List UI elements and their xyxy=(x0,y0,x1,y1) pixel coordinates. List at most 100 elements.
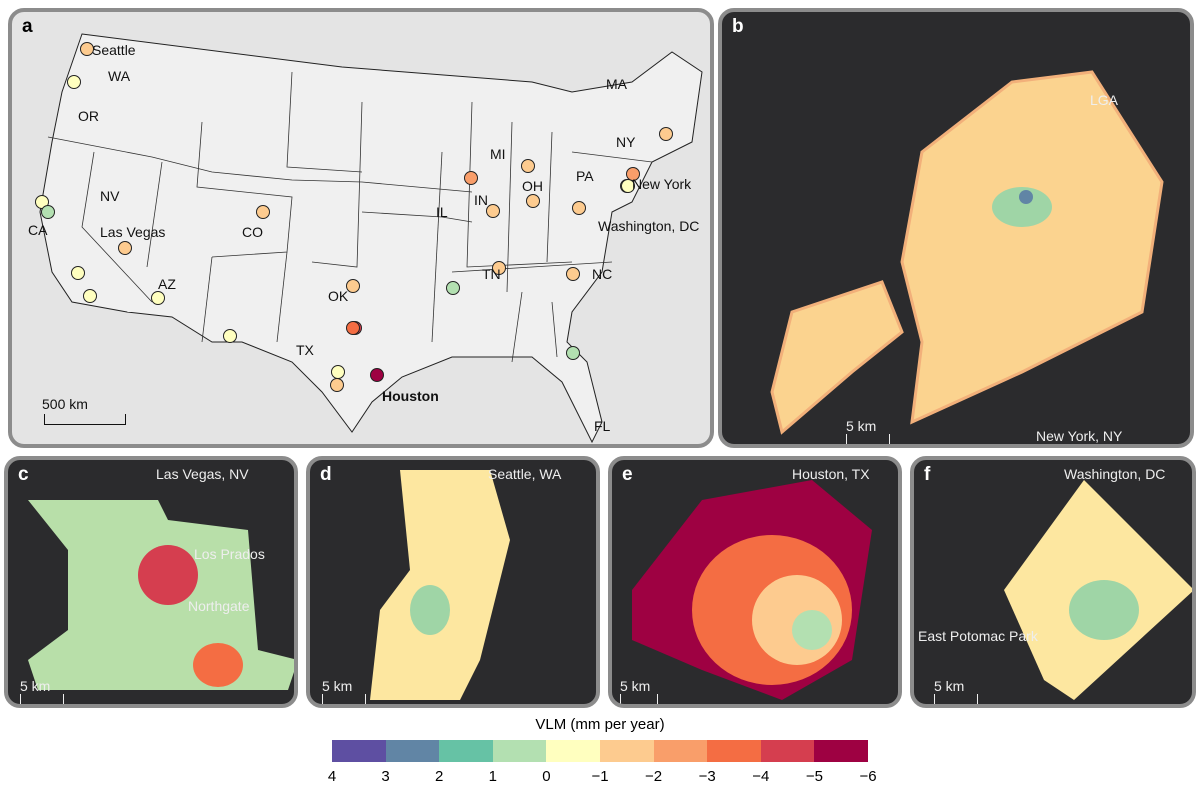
site-marker[interactable] xyxy=(572,201,586,215)
site-marker[interactable] xyxy=(446,281,460,295)
map-label: NY xyxy=(616,134,636,150)
scale-bar-label: 5 km xyxy=(846,418,877,434)
site-marker[interactable] xyxy=(71,266,85,280)
site-marker[interactable] xyxy=(621,179,635,193)
panel-letter: c xyxy=(18,464,29,485)
scale-bar-label: 500 km xyxy=(42,396,88,412)
map-label: Las Vegas xyxy=(100,224,166,240)
map-label: Washington, DC xyxy=(598,218,700,234)
map-label: CA xyxy=(28,222,48,238)
site-marker[interactable] xyxy=(41,205,55,219)
map-label: OH xyxy=(522,178,543,194)
site-marker[interactable] xyxy=(521,159,535,173)
colorbar xyxy=(332,740,868,762)
colorbar-tick: 3 xyxy=(381,768,390,785)
colorbar-bin xyxy=(653,740,708,762)
scale-bar xyxy=(934,694,978,704)
annotation-northgate: Northgate xyxy=(188,598,250,614)
panel-d-seattle: d Seattle, WA 5 km xyxy=(306,456,600,708)
site-marker[interactable] xyxy=(486,204,500,218)
colorbar-tick: 2 xyxy=(435,768,444,785)
state-borders xyxy=(47,71,653,363)
colorbar-tick: 1 xyxy=(488,768,497,785)
map-label: NC xyxy=(592,266,613,282)
site-marker[interactable] xyxy=(151,291,165,305)
colorbar-bin xyxy=(439,740,493,762)
map-label: OR xyxy=(78,108,99,124)
map-label: Houston xyxy=(382,388,439,404)
place-label: Washington, DC xyxy=(1064,466,1166,482)
colorbar-bin xyxy=(707,740,761,762)
colorbar-tick: −5 xyxy=(805,768,823,785)
scale-bar xyxy=(846,434,890,444)
scale-bar xyxy=(44,414,126,425)
colorbar-bin xyxy=(385,740,440,762)
site-marker[interactable] xyxy=(526,194,540,208)
place-label: Las Vegas, NV xyxy=(156,466,249,482)
site-marker[interactable] xyxy=(492,261,506,275)
map-label: New York xyxy=(632,176,692,192)
site-marker[interactable] xyxy=(223,329,237,343)
map-label: TN xyxy=(482,266,501,282)
site-marker[interactable] xyxy=(346,321,360,335)
annotation-east-potomac-park: East Potomac Park xyxy=(918,628,1038,644)
panel-f-washington-dc: f Washington, DC East Potomac Park 5 km xyxy=(910,456,1196,708)
site-marker[interactable] xyxy=(566,346,580,360)
site-marker[interactable] xyxy=(566,267,580,281)
scale-bar xyxy=(620,694,658,704)
site-marker[interactable] xyxy=(370,368,384,382)
panel-letter: f xyxy=(924,464,931,485)
panel-letter: a xyxy=(22,16,33,37)
map-label: NV xyxy=(100,188,120,204)
colorbar-bin xyxy=(492,740,547,762)
map-label: IN xyxy=(474,192,488,208)
panel-letter: e xyxy=(622,464,633,485)
colorbar-title: VLM (mm per year) xyxy=(535,716,665,733)
scale-bar xyxy=(20,694,64,704)
place-label: Seattle, WA xyxy=(488,466,562,482)
place-label: New York, NY xyxy=(1036,428,1123,444)
colorbar-tick: −1 xyxy=(591,768,609,785)
site-marker[interactable] xyxy=(80,42,94,56)
site-marker[interactable] xyxy=(626,167,640,181)
us-map-svg xyxy=(35,33,703,444)
map-label: PA xyxy=(576,168,594,184)
map-label: TX xyxy=(296,342,314,358)
colorbar-bin xyxy=(760,740,815,762)
panel-b-new-york: b LGA New York, NY 5 km xyxy=(718,8,1194,448)
panel-e-houston: e Houston, TX 5 km xyxy=(608,456,902,708)
site-marker[interactable] xyxy=(346,279,360,293)
colorbar-bin xyxy=(546,740,600,762)
scale-bar-label: 5 km xyxy=(620,678,651,694)
map-label: CO xyxy=(242,224,263,240)
place-label: Houston, TX xyxy=(792,466,870,482)
map-label: WA xyxy=(108,68,131,84)
site-marker[interactable] xyxy=(330,378,344,392)
colorbar-tick: 4 xyxy=(327,768,337,785)
site-marker[interactable] xyxy=(256,205,270,219)
colorbar-tick: −4 xyxy=(752,768,770,785)
site-marker[interactable] xyxy=(659,127,673,141)
scale-bar-label: 5 km xyxy=(934,678,965,694)
panel-a-us-map: a Seattle WA OR CA NV Las Vegas CO AZ TX OK IL IN MI… xyxy=(8,8,714,448)
site-marker[interactable] xyxy=(67,75,81,89)
map-label: Seattle xyxy=(92,42,136,58)
colorbar-tick: −6 xyxy=(859,768,877,785)
annotation-los-prados: Los Prados xyxy=(194,546,265,562)
map-label: AZ xyxy=(158,276,176,292)
colorbar-bin xyxy=(599,740,654,762)
scale-bar xyxy=(322,694,366,704)
colorbar-bin xyxy=(332,740,386,762)
panel-c-las-vegas: c Las Vegas, NV Los Prados Northgate 5 k… xyxy=(4,456,298,708)
site-marker[interactable] xyxy=(83,289,97,303)
annotation-lga: LGA xyxy=(1090,92,1119,108)
site-marker[interactable] xyxy=(464,171,478,185)
map-label: FL xyxy=(594,418,611,434)
colorbar-tick: −3 xyxy=(698,768,716,785)
map-label: OK xyxy=(328,288,349,304)
scale-bar-label: 5 km xyxy=(20,678,51,694)
site-marker[interactable] xyxy=(118,241,132,255)
map-label: MA xyxy=(606,76,627,92)
colorbar-tick: −2 xyxy=(645,768,663,785)
site-marker[interactable] xyxy=(331,365,345,379)
